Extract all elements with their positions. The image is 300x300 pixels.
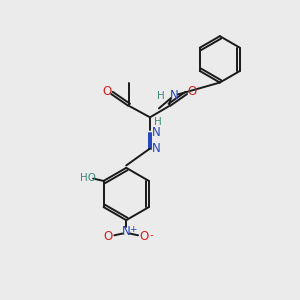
Text: H: H xyxy=(154,117,162,127)
Text: +: + xyxy=(129,226,136,235)
Text: -: - xyxy=(149,230,153,240)
Text: H: H xyxy=(158,91,165,101)
Text: N: N xyxy=(152,142,161,155)
Text: O: O xyxy=(187,85,196,98)
Text: N: N xyxy=(122,225,130,238)
Text: O: O xyxy=(104,230,113,243)
Text: O: O xyxy=(140,230,149,243)
Text: N: N xyxy=(170,89,179,102)
Text: N: N xyxy=(152,126,161,139)
Text: HO: HO xyxy=(80,173,96,183)
Text: O: O xyxy=(102,85,111,98)
